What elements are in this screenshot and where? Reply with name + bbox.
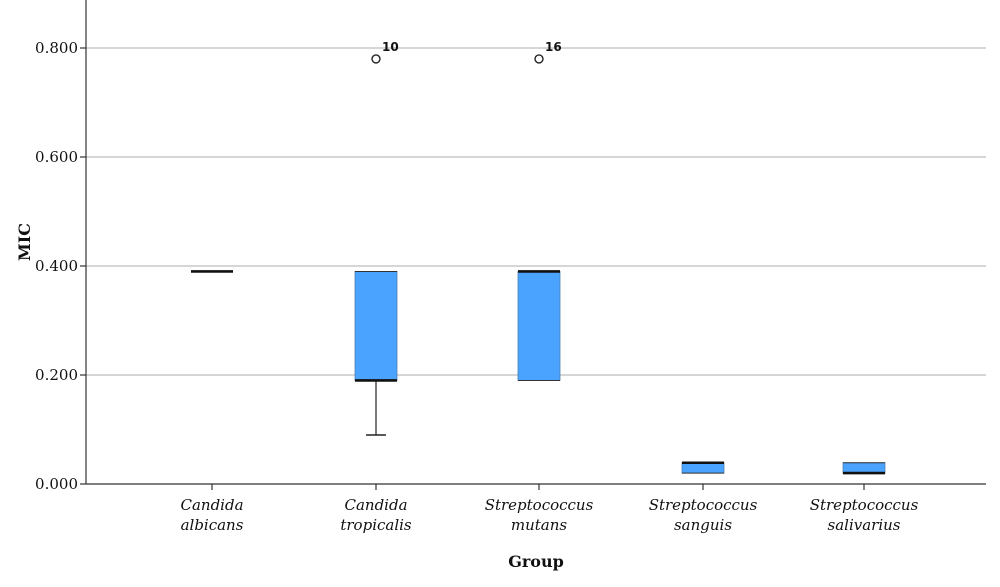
x-category-label-line1: Candida: [180, 496, 243, 514]
x-category-label-line2: sanguis: [674, 516, 732, 534]
x-category-label-line1: Candida: [344, 496, 407, 514]
x-axis-title: Group: [508, 552, 564, 571]
x-category-label-line2: albicans: [181, 516, 244, 534]
y-tick-label: 0.200: [35, 366, 78, 384]
outlier-point: [534, 54, 544, 64]
outlier-point: [371, 54, 381, 64]
x-category-label-line2: tropicalis: [340, 516, 412, 534]
x-category-label-line2: mutans: [511, 516, 568, 534]
box: [354, 271, 398, 381]
y-tick-label: 0.400: [35, 257, 78, 275]
outlier-label: 10: [382, 40, 399, 54]
box: [842, 462, 886, 474]
axes: [80, 0, 986, 490]
y-tick-label: 0.800: [35, 39, 78, 57]
x-category-label-line2: salivarius: [828, 516, 901, 534]
labels: 0.000 0.200 0.400 0.600 0.800 Candida albicans…: [35, 39, 919, 534]
x-category-label-line1: Streptococcus: [649, 496, 758, 514]
y-tick-label: 0.600: [35, 148, 78, 166]
y-tick-label: 0.000: [35, 475, 78, 493]
x-category-label-line1: Streptococcus: [810, 496, 919, 514]
box: [517, 271, 561, 381]
box: [681, 462, 725, 474]
x-category-label-line1: Streptococcus: [485, 496, 594, 514]
outlier-label: 16: [545, 40, 562, 54]
y-axis-title: MIC: [15, 223, 34, 261]
boxes: [191, 54, 886, 475]
